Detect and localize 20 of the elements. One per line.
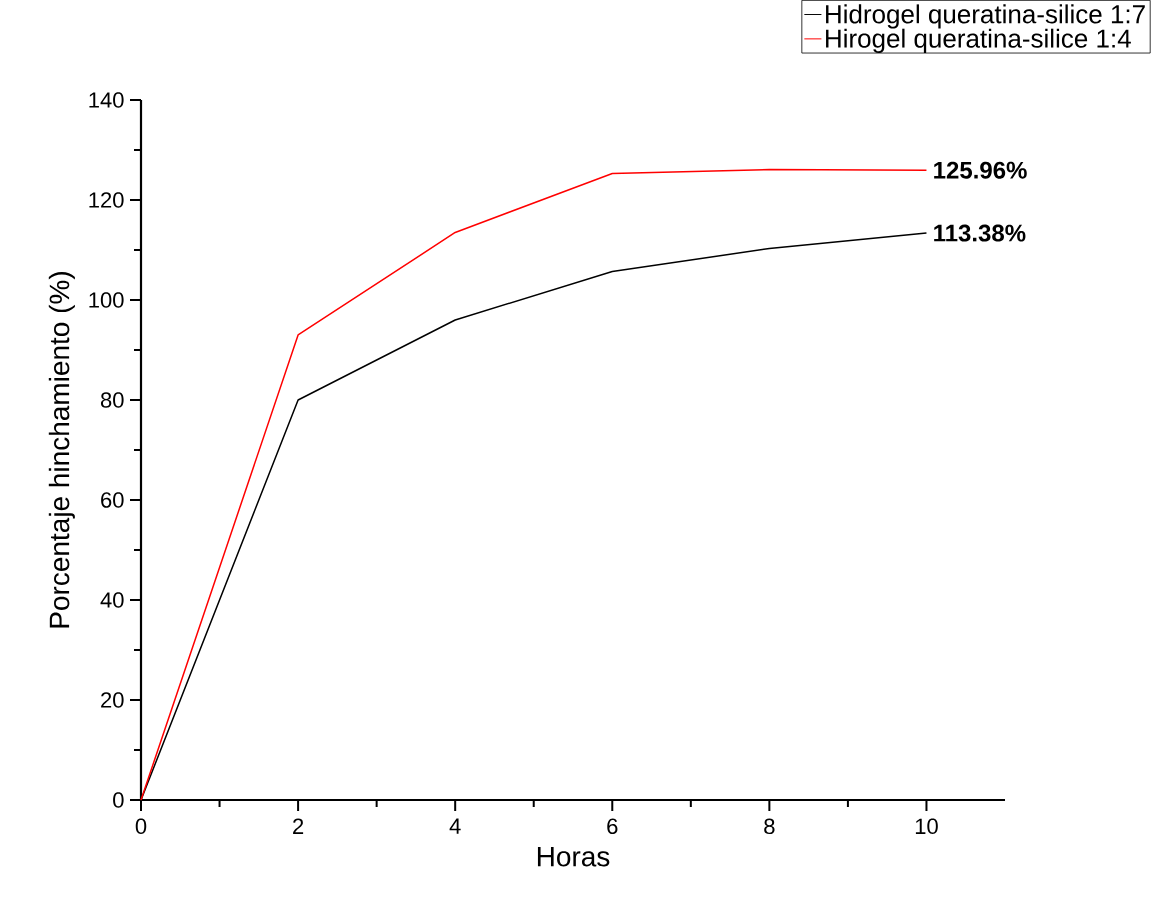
annotation: 113.38%	[934, 224, 1026, 242]
y-axis-title: Porcentaje hinchamiento (%)	[48, 272, 75, 628]
y-tick-label: 60	[101, 492, 124, 508]
x-tick-label: 2	[293, 818, 304, 834]
y-tick-label: 40	[100, 592, 124, 608]
x-tick-label: 4	[449, 818, 461, 834]
x-tick-label: 6	[607, 818, 618, 835]
annotation: 125.96%	[934, 161, 1027, 179]
y-tick-label: 120	[89, 192, 124, 208]
y-tick-label: 20	[101, 692, 124, 708]
x-tick-label: 10	[915, 818, 938, 835]
y-tick-label: 100	[89, 292, 124, 308]
y-tick-label: 140	[89, 92, 124, 108]
y-tick-label: 0	[113, 792, 124, 808]
x-tick-label: 0	[135, 818, 147, 835]
x-tick-label: 8	[764, 818, 775, 835]
legend-label: Hirogel queratina-silice 1:4	[826, 28, 1131, 53]
x-axis-title: Horas	[537, 846, 610, 867]
y-tick-label: 80	[100, 392, 124, 408]
legend-label: Hidrogel queratina-silice 1:7	[826, 4, 1145, 29]
